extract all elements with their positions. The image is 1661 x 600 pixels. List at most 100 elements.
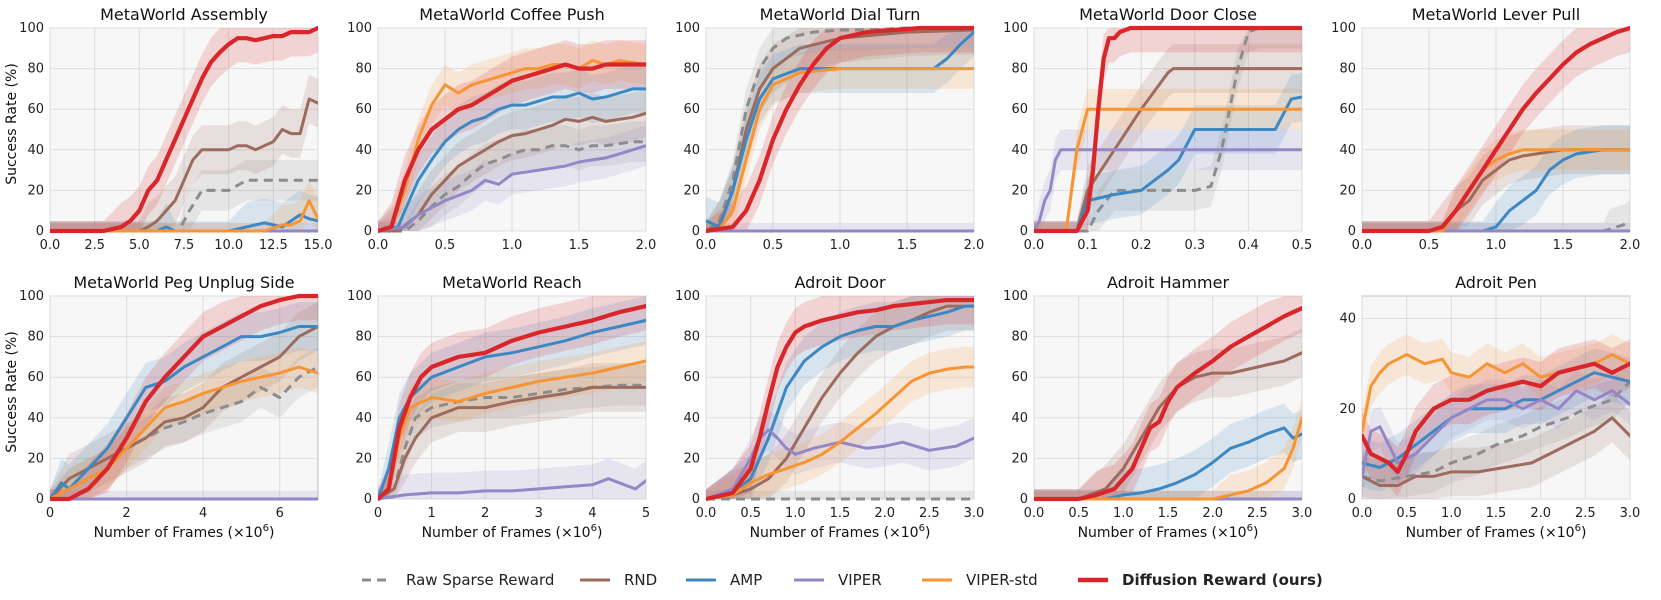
x-tick-label: 2.5 bbox=[919, 506, 940, 521]
viperstd-band bbox=[378, 40, 646, 232]
viperstd-band bbox=[378, 340, 646, 499]
viper-band bbox=[1034, 129, 1302, 231]
x-tick-label: 0.5 bbox=[1068, 506, 1089, 521]
amp-line bbox=[706, 30, 974, 229]
legend-label: RND bbox=[624, 571, 657, 589]
y-tick-label: 40 bbox=[683, 411, 700, 426]
y-tick-label: 40 bbox=[355, 143, 372, 158]
y-tick-label: 20 bbox=[27, 451, 44, 466]
y-tick-label: 0 bbox=[1348, 224, 1356, 239]
y-tick-label: 0 bbox=[364, 492, 372, 507]
x-axis-label: Number of Frames (×106) bbox=[750, 523, 931, 541]
viperstd-band bbox=[50, 346, 318, 499]
y-tick-label: 60 bbox=[683, 102, 700, 117]
x-tick-label: 12.5 bbox=[259, 238, 288, 253]
viper-band bbox=[706, 222, 974, 231]
x-tick-label: 5 bbox=[642, 506, 650, 521]
y-tick-label: 0 bbox=[1020, 492, 1028, 507]
viper-line bbox=[378, 477, 646, 501]
y-tick-label: 0 bbox=[36, 492, 44, 507]
viperstd-band bbox=[1034, 397, 1302, 499]
x-tick-label: 0.2 bbox=[1131, 238, 1152, 253]
panels: 0.0 2.5 5.0 7.5 10.0 12.5 15.0020406080100Meta… bbox=[19, 5, 1640, 541]
viper-line bbox=[378, 144, 646, 233]
x-tick-label: 1.0 bbox=[785, 506, 806, 521]
amp-line bbox=[706, 304, 974, 501]
viper-band bbox=[1362, 370, 1630, 497]
x-tick-label: 1.0 bbox=[1441, 506, 1462, 521]
y-tick-label: 40 bbox=[27, 411, 44, 426]
diff-line bbox=[50, 293, 318, 502]
raw-band bbox=[1362, 200, 1630, 231]
rnd-line bbox=[706, 304, 974, 501]
y-tick-label: 20 bbox=[1339, 183, 1356, 198]
x-tick-label: 6 bbox=[276, 506, 284, 521]
legend-label: VIPER-std bbox=[966, 571, 1038, 589]
x-tick-label: 1.0 bbox=[502, 238, 523, 253]
x-tick-label: 3.0 bbox=[964, 506, 985, 521]
diff-line bbox=[378, 304, 646, 502]
x-tick-label: 0.0 bbox=[1024, 238, 1045, 253]
diff-line bbox=[1362, 361, 1630, 474]
diff-line bbox=[1362, 25, 1630, 234]
panel-title: MetaWorld Dial Turn bbox=[760, 5, 921, 24]
x-tick-label: 2.5 bbox=[1247, 506, 1268, 521]
legend-item-viperstd: VIPER-std bbox=[922, 571, 1038, 589]
diff-line bbox=[706, 25, 974, 234]
panel-2: 0.0 0.5 1.0 1.5 2.0 0 20 40 60 80 100 MetaWorld Cof… bbox=[347, 5, 656, 253]
y-tick-label: 60 bbox=[1011, 102, 1028, 117]
amp-band bbox=[1362, 348, 1630, 492]
legend-item-raw: Raw Sparse Reward bbox=[362, 571, 554, 589]
rnd-line bbox=[50, 325, 318, 501]
viper-band bbox=[378, 125, 646, 231]
series-group bbox=[50, 293, 318, 502]
amp-line bbox=[378, 318, 646, 501]
raw-line bbox=[378, 140, 646, 233]
panel-10: 0.0 0.5 1.0 1.5 2.0 2.5 3.0 0 20 40 Adroit Pen Numb… bbox=[1339, 273, 1640, 541]
x-tick-label: 1.5 bbox=[1158, 506, 1179, 521]
x-tick-label: 2.0 bbox=[1530, 506, 1551, 521]
viper-line bbox=[1034, 148, 1302, 233]
y-tick-label: 60 bbox=[1339, 102, 1356, 117]
rnd-line bbox=[378, 385, 646, 501]
x-tick-label: 3 bbox=[535, 506, 543, 521]
y-tick-label: 80 bbox=[683, 62, 700, 77]
panel-title: MetaWorld Reach bbox=[442, 273, 582, 292]
x-axis-label: Number of Frames (×106) bbox=[94, 523, 275, 541]
viperstd-band bbox=[706, 48, 974, 231]
amp-band bbox=[50, 190, 318, 231]
x-tick-label: 2 bbox=[481, 506, 489, 521]
x-tick-label: 5.0 bbox=[129, 238, 150, 253]
legend-item-rnd: RND bbox=[580, 571, 657, 589]
panel-title: Adroit Door bbox=[794, 273, 886, 292]
x-tick-label: 0.0 bbox=[368, 238, 389, 253]
diff-line bbox=[378, 62, 646, 234]
legend: Raw Sparse Reward RND AMP VIPER VIPER-std Dif… bbox=[362, 571, 1323, 589]
panel-1: 0.0 2.5 5.0 7.5 10.0 12.5 15.0 0 20 40 60 80 100 Meta… bbox=[19, 5, 332, 253]
x-tick-label: 0.0 bbox=[696, 506, 717, 521]
x-tick-label: 1.5 bbox=[830, 506, 851, 521]
amp-line bbox=[378, 87, 646, 233]
rnd-band bbox=[1034, 44, 1302, 232]
diff-band bbox=[50, 296, 318, 499]
amp-band bbox=[1362, 125, 1630, 231]
raw-band bbox=[1034, 28, 1302, 231]
rnd-line bbox=[1362, 416, 1630, 487]
x-tick-label: 2 bbox=[122, 506, 130, 521]
legend-item-amp: AMP bbox=[686, 571, 762, 589]
y-tick-label: 80 bbox=[355, 62, 372, 77]
x-tick-label: 2.5 bbox=[1575, 506, 1596, 521]
viperstd-line bbox=[1034, 416, 1302, 501]
x-tick-label: 4 bbox=[588, 506, 596, 521]
x-tick-label: 2.0 bbox=[964, 238, 985, 253]
x-tick-label: 2.0 bbox=[1202, 506, 1223, 521]
raw-band bbox=[50, 159, 318, 231]
y-tick-label: 0 bbox=[36, 224, 44, 239]
y-tick-label: 100 bbox=[19, 21, 44, 36]
x-axis-label: Number of Frames (×106) bbox=[1078, 523, 1259, 541]
raw-line bbox=[1362, 380, 1630, 483]
y-tick-label: 100 bbox=[1331, 21, 1356, 36]
legend-label: Diffusion Reward (ours) bbox=[1122, 571, 1323, 589]
x-tick-label: 0.5 bbox=[1396, 506, 1417, 521]
viper-line bbox=[1362, 389, 1630, 478]
